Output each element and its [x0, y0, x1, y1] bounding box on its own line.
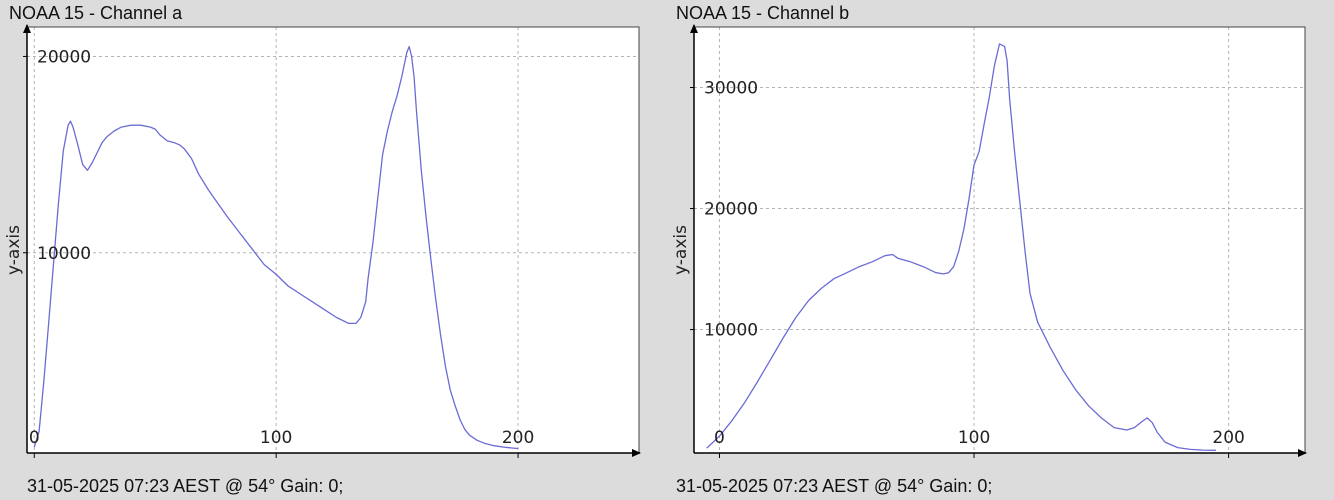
panel-b-title: NOAA 15 - Channel b [676, 3, 850, 23]
panel-b-footer: 31-05-2025 07:23 AEST @ 54° Gain: 0; [676, 476, 993, 496]
x-axis-arrow-b [1298, 449, 1307, 457]
panel-a-title: NOAA 15 - Channel a [9, 3, 183, 23]
plot-frame-a [27, 26, 640, 453]
series-line-b [706, 43, 1216, 451]
plot-frame-b [694, 26, 1306, 453]
y-axis-label-b: y-axis [671, 225, 691, 275]
y-tick-label-a: 20000 [37, 47, 91, 67]
channel-a-chart: 0 100 200 10000 20000 y-axis [4, 24, 641, 458]
x-tick-label-b: 0 [714, 428, 725, 448]
series-line-a [33, 45, 519, 450]
y-axis-label-a: y-axis [4, 225, 24, 275]
x-tick-label-b: 200 [1212, 428, 1244, 448]
channel-b-chart: 0 100 200 10000 20000 30000 y-axis [671, 24, 1307, 458]
plot-area-a [27, 27, 639, 453]
y-axis-arrow-a [23, 24, 31, 33]
x-tick-label-a: 0 [29, 428, 40, 448]
x-tick-label-a: 100 [260, 428, 292, 448]
y-tick-label-b: 20000 [704, 200, 758, 220]
x-tick-label-b: 100 [958, 428, 990, 448]
y-axis-arrow-b [690, 24, 698, 33]
plot-area-b [694, 27, 1305, 453]
panel-a-footer: 31-05-2025 07:23 AEST @ 54° Gain: 0; [27, 476, 344, 496]
x-axis-arrow-a [632, 449, 641, 457]
y-tick-label-a: 10000 [37, 244, 91, 264]
y-tick-label-b: 10000 [704, 321, 758, 341]
x-tick-label-a: 200 [502, 428, 534, 448]
y-tick-label-b: 30000 [704, 79, 758, 99]
